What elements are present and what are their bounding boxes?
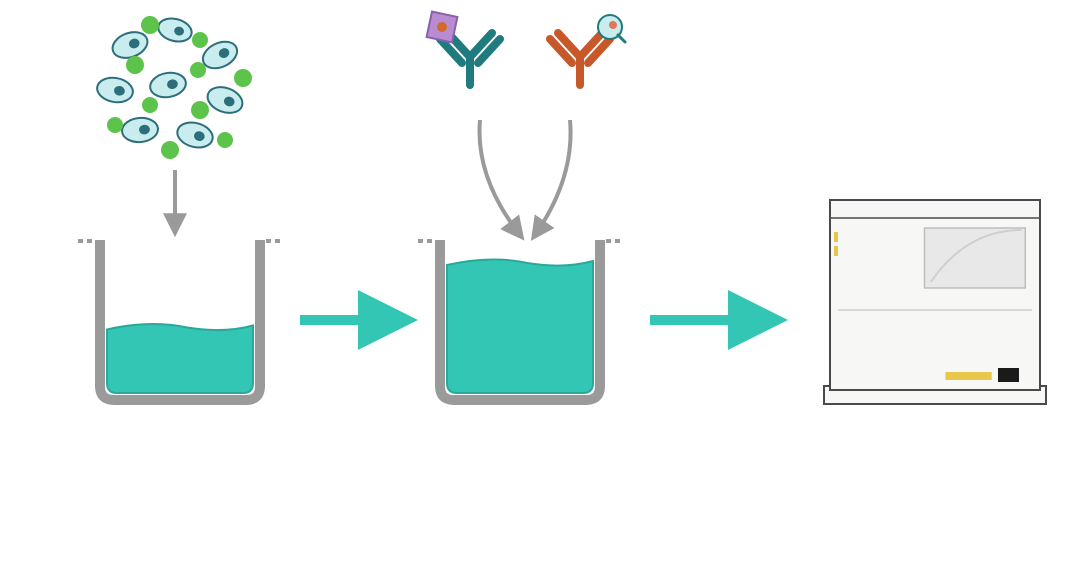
workflow-diagram <box>0 0 1080 564</box>
well-2 <box>418 240 622 400</box>
instrument-icon <box>824 200 1046 404</box>
